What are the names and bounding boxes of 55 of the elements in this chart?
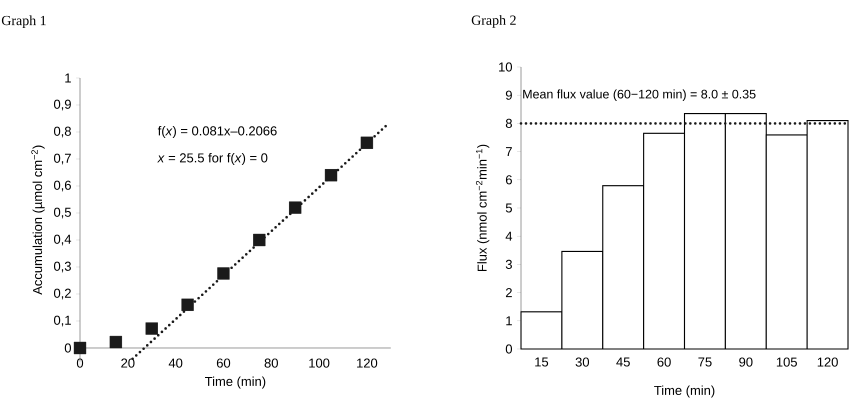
y-tick-label: 5 — [506, 203, 512, 213]
x-tick-label: 40 — [168, 358, 182, 368]
x-tick-label: 20 — [121, 358, 135, 368]
x-tick-label: 90 — [739, 357, 753, 367]
y-tick-label: 0,8 — [54, 126, 71, 138]
y-tick-label: 1 — [65, 74, 71, 82]
y-tick-label: 0,1 — [54, 316, 71, 326]
y-axis-title: Accumulation (µmol cm$^{−2}$) — [31, 146, 45, 295]
x-tick-label: 0 — [76, 358, 84, 368]
x-tick-label: 30 — [576, 357, 590, 367]
chart-title: Graph 1 — [2, 15, 46, 28]
x-tick-label: 120 — [357, 358, 378, 368]
point — [253, 234, 266, 246]
y-tick-label: 8 — [506, 118, 512, 128]
point — [217, 267, 230, 280]
x-tick-label: 80 — [264, 358, 278, 368]
y-tick-label: 10 — [499, 62, 512, 72]
y-tick-label: 4 — [506, 232, 512, 241]
point — [146, 322, 158, 335]
y-tick-label: 7 — [506, 147, 512, 156]
point — [110, 336, 122, 348]
x-tick-label: 15 — [535, 358, 548, 367]
y-tick-label: 0,2 — [54, 288, 71, 300]
x-tick-label: 75 — [698, 358, 712, 367]
x-tick-label: 45 — [616, 358, 630, 367]
y-tick-label: 0,9 — [54, 100, 71, 110]
y-tick-label: 0 — [506, 344, 512, 354]
y-axis-title: Flux (nmol cm$^{−2}$min$^{−1}$) — [476, 144, 490, 272]
y-tick-label: 3 — [506, 260, 512, 269]
y-tick-label: 0,3 — [54, 262, 71, 272]
point — [74, 342, 86, 354]
point — [288, 201, 302, 214]
chart-title: Graph 2 — [472, 15, 516, 28]
point — [324, 169, 338, 182]
point — [181, 298, 194, 311]
point — [360, 136, 374, 149]
annotation: x = 25.5 for f(x) = 0 — [157, 152, 268, 166]
ref-line-label: Mean flux value (60−120 min) = 8.0 ± 0.35 — [523, 89, 756, 101]
y-tick-label: 0,7 — [54, 154, 71, 164]
y-tick-label: 1 — [506, 316, 512, 326]
y-tick-label: 6 — [506, 175, 512, 184]
x-axis-title: Time (min) — [654, 385, 714, 398]
y-tick-label: 9 — [506, 90, 512, 100]
x-axis-title: Time (min) — [205, 376, 266, 389]
y-tick-label: 0,4 — [54, 234, 72, 246]
x-tick-label: 60 — [216, 358, 230, 368]
y-tick-label: 0,5 — [54, 208, 71, 218]
annotation: f(x) = 0.081x–0.2066 — [158, 126, 277, 138]
x-tick-label: 120 — [818, 357, 838, 367]
x-tick-label: 100 — [309, 358, 330, 368]
x-tick-label: 105 — [776, 357, 797, 367]
y-tick-label: 0 — [64, 343, 71, 353]
y-tick-label: 0,6 — [54, 180, 71, 192]
x-tick-label: 60 — [658, 357, 671, 367]
y-tick-label: 2 — [506, 288, 512, 298]
